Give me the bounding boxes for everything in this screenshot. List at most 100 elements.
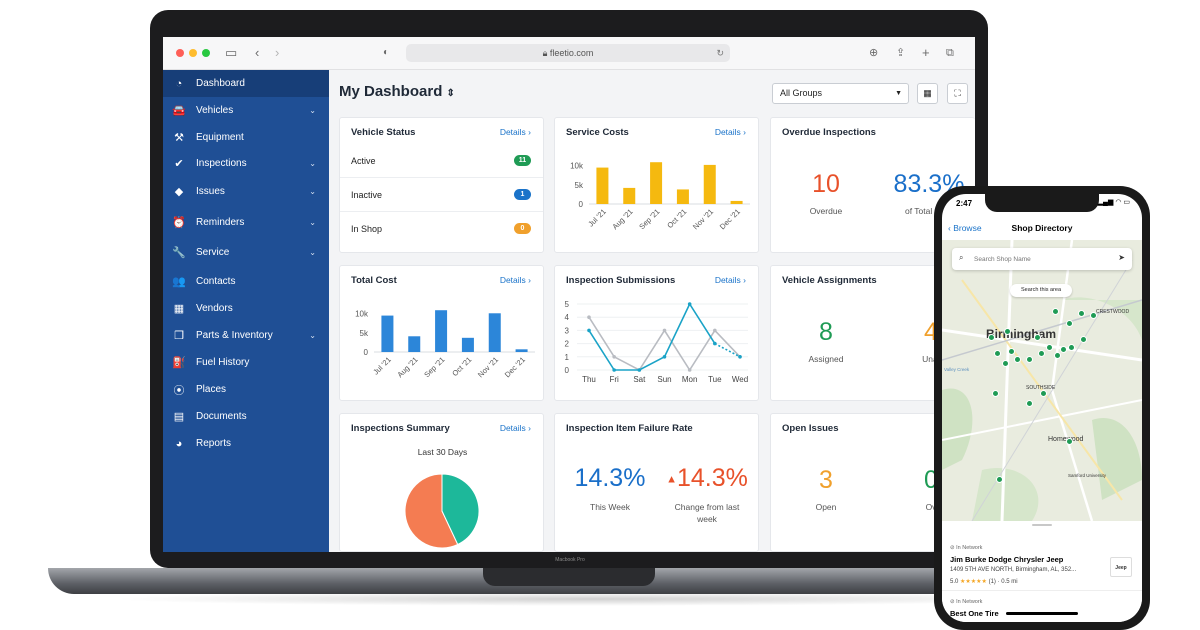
- maximize-window-button[interactable]: [202, 49, 210, 57]
- tabs-overview-icon[interactable]: ⧉: [946, 47, 954, 59]
- chart-bar[interactable]: [461, 337, 474, 352]
- shop-map-pin[interactable]: [1066, 438, 1073, 445]
- listing-name[interactable]: Jim Burke Dodge Chrysler Jeep: [950, 555, 1064, 564]
- grid-view-button[interactable]: ▦: [917, 83, 938, 104]
- search-this-area-button[interactable]: Search this area: [1010, 284, 1072, 297]
- shop-map-pin[interactable]: [1054, 352, 1061, 359]
- chart-bar[interactable]: [730, 200, 743, 204]
- shop-map-pin[interactable]: [1026, 400, 1033, 407]
- open-issues-count[interactable]: 3: [819, 466, 833, 494]
- chart-bar[interactable]: [381, 315, 394, 352]
- series-point[interactable]: [738, 355, 742, 359]
- chevron-down-icon[interactable]: ⌄: [309, 159, 316, 168]
- pie-slice[interactable]: [441, 473, 480, 546]
- shop-map-pin[interactable]: [1008, 348, 1015, 355]
- shop-map-pin[interactable]: [1040, 390, 1047, 397]
- groups-select[interactable]: All Groups ▼: [772, 83, 909, 104]
- shop-map-pin[interactable]: [1068, 344, 1075, 351]
- sidebar-item-documents[interactable]: ▤ Documents: [163, 403, 329, 430]
- details-link[interactable]: Details ›: [499, 127, 531, 137]
- chevron-down-icon[interactable]: ⌄: [309, 106, 316, 115]
- sidebar-item-contacts[interactable]: 👥 Contacts: [163, 268, 329, 295]
- chevron-down-icon[interactable]: ⌄: [309, 248, 316, 257]
- sidebar-item-places[interactable]: ⦿ Places: [163, 376, 329, 403]
- home-indicator[interactable]: [1006, 612, 1078, 615]
- series-point[interactable]: [637, 368, 642, 372]
- shop-map-pin[interactable]: [1080, 336, 1087, 343]
- shop-map[interactable]: ⌕ ➤ Search this area Birmingham SOUTHSID…: [942, 240, 1142, 521]
- sidebar-item-issues[interactable]: ◆ Issues ⌄: [163, 178, 329, 205]
- vehicle-status-row[interactable]: Active 11: [340, 144, 543, 178]
- address-bar[interactable]: 🔒︎ fleetio.com ↻: [406, 44, 730, 62]
- series-point[interactable]: [612, 368, 616, 372]
- sidebar-item-service[interactable]: 🔧 Service ⌄: [163, 239, 329, 266]
- pie-slice[interactable]: [404, 473, 459, 549]
- chart-bar[interactable]: [623, 187, 636, 204]
- shop-map-pin[interactable]: [1038, 350, 1045, 357]
- shop-map-pin[interactable]: [1046, 344, 1053, 351]
- new-tab-icon[interactable]: +: [922, 45, 930, 60]
- location-arrow-icon[interactable]: ➤: [1118, 253, 1125, 262]
- chart-bar[interactable]: [703, 164, 716, 204]
- sidebar-item-fuel-history[interactable]: ⛽ Fuel History: [163, 349, 329, 376]
- shop-map-pin[interactable]: [1002, 360, 1009, 367]
- chart-bar[interactable]: [435, 310, 448, 352]
- shop-map-pin[interactable]: [1004, 328, 1011, 335]
- series-point[interactable]: [587, 315, 591, 319]
- page-title[interactable]: My Dashboard ⇕: [339, 83, 455, 100]
- browse-back-button[interactable]: ‹ Browse: [948, 223, 982, 233]
- series-point[interactable]: [687, 302, 692, 306]
- shop-map-pin[interactable]: [1066, 320, 1073, 327]
- shop-map-pin[interactable]: [994, 350, 1001, 357]
- details-link[interactable]: Details ›: [714, 275, 746, 285]
- sidebar-item-vendors[interactable]: ▦ Vendors: [163, 295, 329, 322]
- details-link[interactable]: Details ›: [714, 127, 746, 137]
- vehicle-status-row[interactable]: In Shop 0: [340, 212, 543, 246]
- minimize-window-button[interactable]: [189, 49, 197, 57]
- shop-search-input[interactable]: [974, 248, 1104, 270]
- series-point[interactable]: [662, 355, 667, 359]
- shop-map-pin[interactable]: [1078, 310, 1085, 317]
- shop-map-pin[interactable]: [996, 476, 1003, 483]
- chart-bar[interactable]: [515, 349, 528, 352]
- shop-map-pin[interactable]: [1052, 308, 1059, 315]
- share-icon[interactable]: ⇪: [896, 47, 906, 59]
- listing-name[interactable]: Best One Tire: [950, 609, 999, 618]
- close-window-button[interactable]: [176, 49, 184, 57]
- sidebar-item-dashboard[interactable]: ◔ Dashboard: [163, 70, 329, 97]
- shop-map-pin[interactable]: [988, 334, 995, 341]
- chart-bar[interactable]: [596, 167, 609, 204]
- details-link[interactable]: Details ›: [499, 275, 531, 285]
- failure-rate-week[interactable]: 14.3%: [574, 464, 646, 492]
- chart-bar[interactable]: [488, 313, 501, 352]
- forward-arrow-icon[interactable]: ›: [275, 45, 280, 60]
- series-point[interactable]: [687, 368, 692, 372]
- shop-map-pin[interactable]: [1034, 334, 1041, 341]
- sidebar-item-inspections[interactable]: ✔ Inspections ⌄: [163, 150, 329, 177]
- sheet-handle[interactable]: [1032, 524, 1052, 526]
- chevron-down-icon[interactable]: ⌄: [309, 218, 316, 227]
- series-point[interactable]: [662, 328, 667, 333]
- chevron-down-icon[interactable]: ⌄: [309, 187, 316, 196]
- series-point[interactable]: [713, 341, 717, 346]
- shield-icon[interactable]: ◐: [383, 47, 390, 58]
- sidebar-toggle-icon[interactable]: ▭: [225, 45, 238, 60]
- overdue-count[interactable]: 10: [812, 170, 840, 198]
- sidebar-item-parts-inventory[interactable]: ❒ Parts & Inventory ⌄: [163, 322, 329, 349]
- series-point[interactable]: [587, 328, 591, 333]
- fullscreen-button[interactable]: ⛶: [947, 83, 968, 104]
- sidebar-item-vehicles[interactable]: 🚘 Vehicles ⌄: [163, 97, 329, 124]
- chart-bar[interactable]: [408, 336, 421, 352]
- details-link[interactable]: Details ›: [499, 423, 531, 433]
- chevron-down-icon[interactable]: ⌄: [309, 331, 316, 340]
- chart-bar[interactable]: [650, 162, 663, 204]
- shop-map-pin[interactable]: [992, 390, 999, 397]
- shop-map-pin[interactable]: [1014, 356, 1021, 363]
- sidebar-item-equipment[interactable]: ⚒ Equipment: [163, 124, 329, 151]
- download-icon[interactable]: ⊕: [869, 47, 879, 59]
- sidebar-item-reminders[interactable]: ⏰ Reminders ⌄: [163, 209, 329, 236]
- reload-icon[interactable]: ↻: [716, 48, 724, 58]
- failure-rate-change[interactable]: ▲14.3%: [659, 464, 755, 493]
- shop-map-pin[interactable]: [1090, 312, 1097, 319]
- back-arrow-icon[interactable]: ‹: [255, 45, 260, 60]
